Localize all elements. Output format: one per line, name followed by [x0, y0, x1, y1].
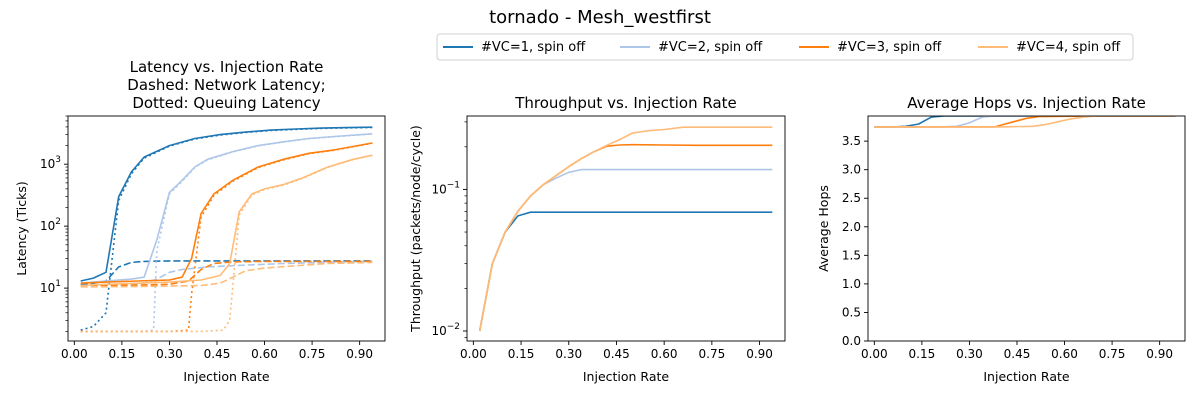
- series-line-vc4-solid: [478, 126, 773, 332]
- y-tick-label: 103: [40, 155, 61, 171]
- figure-title: tornado - Mesh_westfirst: [489, 7, 711, 28]
- y-tick-label: 1.0: [842, 277, 861, 291]
- y-tick-label: 102: [40, 217, 61, 233]
- x-tick-label: 0.60: [651, 347, 678, 361]
- chart-title-line: Latency vs. Injection Rate: [130, 58, 324, 76]
- series-line-vc1-solid: [874, 116, 1176, 128]
- x-tick-label: 0.45: [603, 347, 630, 361]
- legend-label-vc1: #VC=1, spin off: [481, 40, 586, 55]
- legend: #VC=1, spin off #VC=2, spin off #VC=3, s…: [436, 33, 1134, 61]
- x-tick-label: 0.45: [1004, 347, 1031, 361]
- legend-label-vc4: #VC=4, spin off: [1016, 40, 1121, 55]
- chart-title-line: Average Hops vs. Injection Rate: [907, 94, 1146, 112]
- x-tick-label: 0.30: [156, 347, 183, 361]
- hops-chart: Average Hops vs. Injection Rate 0.00 0.15 0…: [816, 94, 1186, 384]
- x-tick-label: 0.90: [746, 347, 773, 361]
- throughput-chart: Throughput vs. Injection Rate 0.00 0.15 0.3…: [408, 94, 786, 384]
- x-tick-label: 0.90: [1146, 347, 1173, 361]
- series-line-vc4-dotted: [80, 154, 373, 333]
- x-tick-label: 0.75: [1099, 347, 1126, 361]
- x-tick-label: 0.75: [299, 347, 326, 361]
- y-tick-label: 10−1: [431, 180, 460, 196]
- y-tick-label: 0.0: [842, 334, 861, 348]
- series-line-vc3-solid: [478, 143, 773, 332]
- series-line-vc2-solid: [80, 133, 373, 284]
- axes-frame: [67, 115, 386, 342]
- series-line-vc2-solid: [874, 116, 1176, 128]
- x-tick-label: 0.15: [508, 347, 535, 361]
- y-tick-label: 0.5: [842, 305, 861, 319]
- x-tick-label: 0.90: [346, 347, 373, 361]
- y-axis-label: Latency (Ticks): [14, 181, 29, 275]
- y-tick-label: 101: [40, 279, 61, 295]
- x-tick-label: 0.00: [460, 347, 487, 361]
- series-line-vc3-solid: [80, 142, 373, 284]
- series-line-vc1-dotted: [80, 126, 373, 331]
- y-tick-label: 3.0: [842, 163, 861, 177]
- y-tick-label: 2.0: [842, 220, 861, 234]
- x-tick-label: 0.75: [699, 347, 726, 361]
- series-line-vc1-solid: [478, 211, 773, 332]
- series-line-vc3-solid: [874, 116, 1176, 128]
- series-group: [80, 126, 373, 333]
- y-axis-label: Average Hops: [816, 185, 831, 272]
- series-line-vc4-solid: [874, 116, 1176, 128]
- chart-title-line: Throughput vs. Injection Rate: [514, 94, 737, 112]
- x-tick-label: 0.00: [861, 347, 888, 361]
- y-tick-label: 3.5: [842, 134, 861, 148]
- x-tick-label: 0.15: [909, 347, 936, 361]
- series-line-vc3-dotted: [80, 142, 373, 333]
- series-group: [478, 126, 773, 332]
- x-tick-label: 0.30: [956, 347, 983, 361]
- x-tick-label: 0.45: [204, 347, 231, 361]
- axes-frame: [867, 115, 1186, 342]
- x-axis-label: Injection Rate: [183, 369, 270, 384]
- chart-title-line: Dashed: Network Latency;: [127, 76, 325, 94]
- legend-label-vc3: #VC=3, spin off: [837, 40, 942, 55]
- y-tick-label: 1.5: [842, 248, 861, 262]
- series-line-vc4-dashed: [80, 261, 373, 288]
- legend-label-vc2: #VC=2, spin off: [658, 40, 763, 55]
- series-line-vc2-solid: [478, 168, 773, 332]
- x-tick-label: 0.30: [555, 347, 582, 361]
- x-tick-label: 0.00: [61, 347, 88, 361]
- x-tick-label: 0.60: [251, 347, 278, 361]
- series-line-vc3-dashed: [80, 260, 373, 287]
- series-line-vc1-solid: [80, 126, 373, 282]
- axes-frame: [466, 115, 786, 342]
- x-axis-label: Injection Rate: [583, 369, 670, 384]
- series-line-vc4-solid: [80, 154, 373, 287]
- series-group: [874, 116, 1176, 128]
- x-axis-label: Injection Rate: [983, 369, 1070, 384]
- y-tick-label: 2.5: [842, 191, 861, 205]
- y-tick-label: 10−2: [431, 322, 460, 338]
- x-tick-label: 0.60: [1051, 347, 1078, 361]
- y-axis-label: Throughput (packets/node/cycle): [408, 125, 423, 333]
- series-line-vc2-dotted: [80, 133, 373, 333]
- legend-frame: [436, 33, 1134, 61]
- series-line-vc1-dashed: [80, 260, 373, 286]
- x-tick-label: 0.15: [109, 347, 136, 361]
- chart-title-line: Dotted: Queuing Latency: [132, 94, 320, 112]
